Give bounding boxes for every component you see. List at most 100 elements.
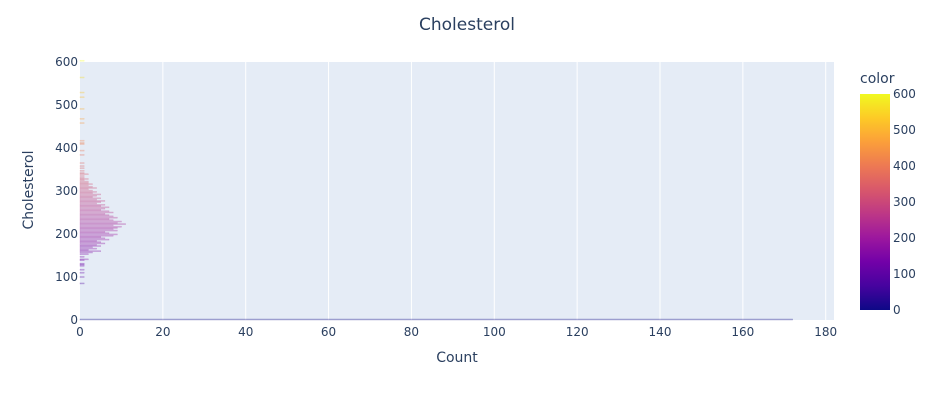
bar [79, 173, 89, 175]
bar [79, 200, 106, 202]
x-tick-label: 120 [566, 325, 589, 339]
bar [79, 282, 85, 285]
bar [79, 188, 89, 191]
bar [79, 250, 101, 252]
bar [79, 91, 85, 94]
colorbar-tick-label: 600 [893, 87, 916, 101]
x-tick-label: 160 [731, 325, 754, 339]
y-tick-label: 200 [55, 227, 78, 241]
bar [79, 183, 93, 185]
chart-title: Cholesterol [419, 15, 515, 35]
bar [79, 318, 793, 321]
bar [79, 122, 85, 124]
bar [79, 246, 93, 249]
bar [79, 154, 85, 156]
bar [79, 210, 110, 212]
bar [79, 231, 106, 233]
bar [79, 262, 85, 265]
bar [79, 175, 85, 177]
x-tick-label: 100 [483, 325, 506, 339]
colorbar-tick-label: 500 [893, 123, 916, 137]
y-tick-label: 500 [55, 98, 78, 112]
bar [79, 276, 85, 278]
bar [79, 176, 85, 179]
bar [79, 209, 101, 211]
bar [79, 244, 97, 246]
bar [79, 193, 101, 196]
bar [79, 170, 85, 172]
gridlines [162, 62, 827, 320]
y-tick-label: 400 [55, 141, 78, 155]
bar [79, 216, 118, 219]
colorbar-tick-label: 200 [893, 231, 916, 245]
colorbar-title: color [860, 71, 895, 87]
bar [79, 220, 122, 223]
x-axis-title: Count [436, 350, 478, 366]
colorbar-tick-label: 400 [893, 159, 916, 173]
y-axis-title: Cholesterol [21, 150, 37, 229]
bar [79, 194, 97, 197]
bar [79, 228, 114, 231]
y-tick-label: 0 [70, 313, 78, 327]
bar [79, 179, 85, 181]
y-tick-label: 600 [55, 55, 78, 69]
x-tick-label: 20 [155, 325, 170, 339]
bar [79, 165, 85, 167]
plot-background [80, 62, 834, 320]
bar [79, 219, 114, 221]
bar [79, 249, 89, 251]
bar [79, 214, 110, 216]
bar [79, 218, 110, 220]
bar [79, 237, 106, 240]
x-tick-label: 60 [321, 325, 336, 339]
colorbar-tick-label: 0 [893, 303, 901, 317]
bar [79, 76, 85, 79]
bar [79, 178, 89, 180]
bar [79, 167, 85, 169]
bar [79, 227, 118, 229]
bar [79, 240, 97, 242]
bar [79, 191, 97, 193]
bar [79, 271, 85, 274]
x-axis-ticks: 0 20 40 60 80 100 120 140 160 180 [76, 325, 837, 339]
bar [79, 185, 93, 188]
bar [79, 251, 93, 254]
x-tick-label: 140 [649, 325, 672, 339]
bar [79, 256, 85, 258]
bar [79, 236, 101, 238]
x-tick-label: 80 [404, 325, 419, 339]
bar [79, 258, 89, 261]
bar [79, 96, 85, 99]
bar [79, 213, 106, 215]
bar [79, 207, 106, 210]
colorbar-tick-label: 100 [893, 267, 916, 281]
bars [79, 59, 793, 321]
bar [79, 223, 126, 225]
colorbar-ticks: 0 100 200 300 400 500 600 [893, 87, 916, 317]
bar [79, 192, 93, 194]
bar [79, 182, 89, 184]
y-tick-label: 100 [55, 270, 78, 284]
bar [79, 180, 89, 183]
bar [79, 232, 110, 234]
bar [79, 184, 89, 187]
bar [79, 211, 114, 214]
bar [79, 247, 97, 250]
bar [79, 201, 101, 203]
bar [79, 118, 85, 120]
bar [79, 149, 85, 152]
bar [79, 108, 85, 110]
x-tick-label: 180 [814, 325, 837, 339]
y-tick-label: 300 [55, 184, 78, 198]
bar [79, 143, 85, 145]
bar [79, 233, 118, 236]
bar [79, 197, 101, 200]
bar [79, 265, 85, 267]
bar [79, 59, 85, 62]
bar [79, 245, 101, 247]
bar [79, 241, 101, 243]
bar [79, 196, 93, 198]
colorbar-tick-label: 300 [893, 195, 916, 209]
bar [79, 253, 89, 255]
